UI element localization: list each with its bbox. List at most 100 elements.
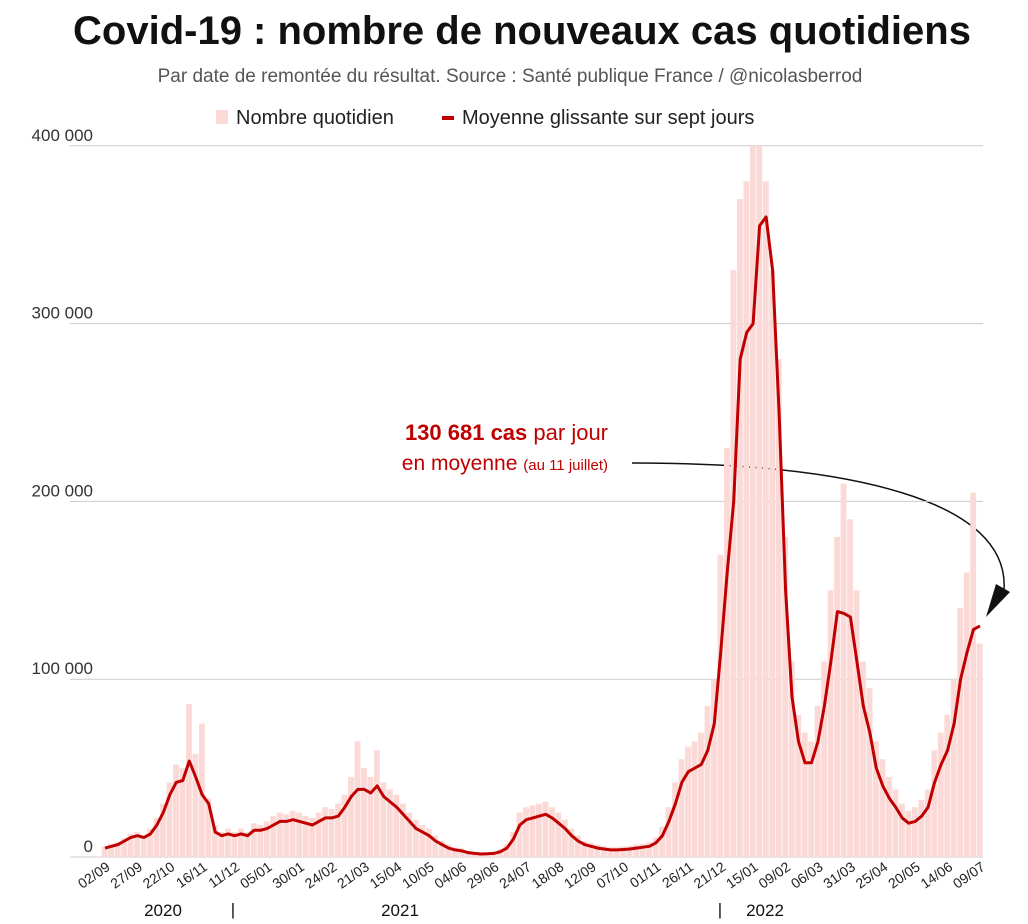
bar — [834, 536, 840, 857]
bar — [173, 764, 179, 857]
bar — [451, 847, 458, 857]
x-tick-label: 07/10 — [593, 858, 631, 891]
legend: Nombre quotidien Moyenne glissante sur se… — [216, 107, 754, 129]
legend-swatch — [216, 110, 228, 124]
x-tick-label: 15/04 — [367, 858, 405, 891]
bar — [775, 359, 782, 857]
line — [104, 215, 981, 856]
chart-subtitle: Par date de remontée du résultat. Source… — [158, 66, 863, 87]
x-tick-label: 05/01 — [237, 858, 275, 891]
bar — [510, 832, 516, 857]
bar — [756, 145, 763, 857]
bar — [717, 554, 724, 857]
bar — [257, 824, 264, 857]
bar — [736, 199, 743, 857]
x-tick-label: 15/01 — [723, 858, 761, 891]
legend-label: Moyenne glissante sur sept jours — [462, 107, 754, 129]
bar — [866, 688, 873, 857]
bar — [205, 798, 212, 857]
bar — [600, 846, 607, 857]
annotation-note: (au 11 juillet) — [523, 457, 608, 474]
x-tick-label: 24/02 — [302, 858, 340, 891]
bar — [289, 810, 296, 857]
bar — [646, 841, 653, 857]
x-tick-label: 04/06 — [431, 858, 469, 891]
bar — [237, 828, 244, 857]
bar — [886, 776, 892, 857]
bar — [412, 819, 419, 857]
bar — [743, 181, 750, 858]
bar — [814, 705, 821, 857]
bar — [626, 845, 633, 857]
y-tick-label: 100 000 — [32, 659, 93, 678]
bar — [386, 789, 393, 857]
bar — [101, 846, 108, 857]
bar — [672, 782, 678, 857]
bar — [542, 801, 549, 857]
x-tick-label: 02/09 — [75, 858, 113, 891]
bar — [950, 679, 957, 857]
bar — [613, 847, 620, 857]
x-tick-label: 26/11 — [659, 858, 696, 891]
bar — [179, 768, 186, 857]
y-tick-label: 200 000 — [32, 481, 93, 500]
x-tick-label: 25/04 — [853, 858, 891, 891]
legend-label: Nombre quotidien — [236, 107, 394, 129]
bar — [821, 661, 828, 857]
bar — [335, 803, 341, 857]
bar — [380, 782, 387, 857]
bar — [160, 803, 166, 857]
x-tick-label: 01/11 — [627, 858, 664, 891]
bar — [730, 270, 737, 857]
x-tick-label: 30/01 — [269, 858, 307, 891]
bar — [607, 847, 614, 857]
bar — [361, 768, 367, 857]
bar — [678, 759, 685, 857]
x-tick-label: 11/12 — [205, 858, 242, 891]
bar — [140, 835, 147, 857]
bar — [931, 750, 938, 857]
bar — [568, 828, 575, 857]
bar — [976, 643, 983, 857]
bar — [244, 832, 251, 857]
bar — [373, 750, 380, 857]
x-tick-label: 29/06 — [464, 858, 502, 891]
x-tick-label: 21/03 — [334, 858, 372, 891]
bar — [723, 448, 730, 857]
y-tick-label: 300 000 — [32, 304, 93, 323]
bar — [892, 789, 899, 857]
bar — [328, 808, 335, 857]
x-tick-label: 12/09 — [561, 858, 599, 891]
bar — [905, 810, 912, 857]
annotation: 130 681 cas par jour — [405, 420, 608, 445]
bar — [898, 803, 905, 857]
x-tick-label: 14/06 — [917, 858, 955, 891]
y-tick-label: 0 — [84, 837, 93, 856]
x-tick-label: 09/07 — [950, 858, 988, 891]
bar — [354, 741, 361, 857]
bar — [186, 704, 192, 857]
legend-swatch — [442, 116, 454, 120]
bar — [691, 741, 698, 857]
bar — [121, 838, 128, 857]
bar — [769, 270, 776, 857]
bar — [399, 803, 406, 857]
bar — [283, 814, 290, 857]
bar — [963, 572, 970, 857]
bar — [536, 803, 542, 857]
bar — [147, 828, 153, 857]
bar — [711, 679, 717, 857]
bar — [302, 816, 309, 857]
x-tick-label: 24/07 — [496, 858, 534, 891]
bar — [419, 824, 426, 857]
bar — [296, 812, 303, 857]
bar — [704, 705, 711, 857]
bar — [108, 843, 115, 857]
bar — [808, 741, 815, 857]
bar — [749, 145, 756, 857]
bar — [393, 794, 400, 857]
bar — [659, 826, 665, 857]
bar — [127, 833, 134, 857]
bar — [594, 844, 601, 857]
bar — [192, 753, 199, 857]
